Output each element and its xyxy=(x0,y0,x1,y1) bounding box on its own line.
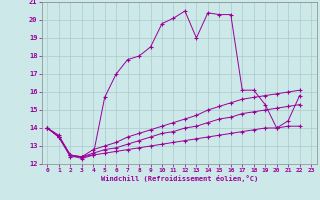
X-axis label: Windchill (Refroidissement éolien,°C): Windchill (Refroidissement éolien,°C) xyxy=(100,175,258,182)
